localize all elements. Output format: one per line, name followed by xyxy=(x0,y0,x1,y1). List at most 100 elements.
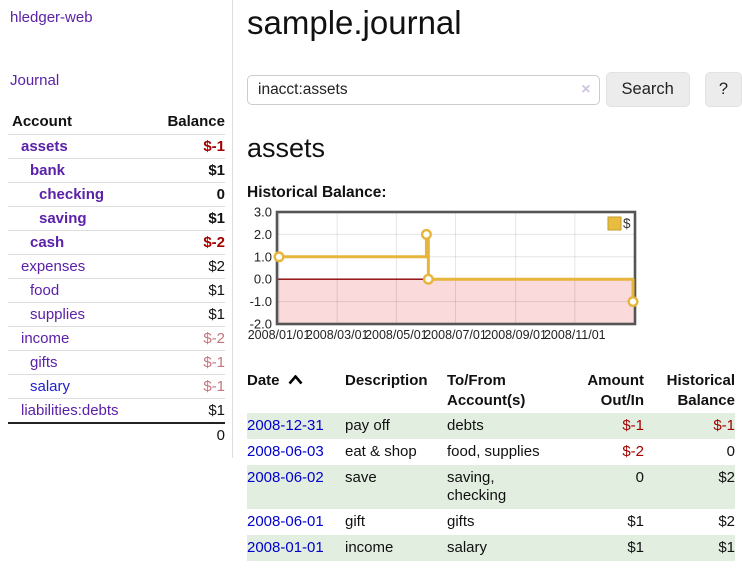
column-label-line2: Balance xyxy=(677,392,735,409)
account-link-food[interactable]: food xyxy=(30,282,60,299)
search-input[interactable] xyxy=(247,74,600,105)
account-link-assets[interactable]: assets xyxy=(21,138,68,155)
transaction-date-link[interactable]: 2008-12-31 xyxy=(247,417,324,434)
register-amount: $1 xyxy=(627,539,644,556)
svg-text:2.0: 2.0 xyxy=(254,227,272,242)
account-link-liabilities-debts[interactable]: liabilities:debts xyxy=(21,402,119,419)
clear-search-icon[interactable]: × xyxy=(581,80,591,98)
register-balance: $2 xyxy=(718,513,735,530)
register-row: 2008-01-01 income salary $1 $1 xyxy=(247,535,735,561)
account-row: income $-2 xyxy=(8,326,225,351)
account-balance: $-2 xyxy=(147,326,225,351)
account-link-checking[interactable]: checking xyxy=(39,186,105,203)
svg-text:-1.0: -1.0 xyxy=(250,294,272,309)
search-box: × xyxy=(247,74,600,105)
account-row: checking 0 xyxy=(8,182,225,207)
accounts-total-row: 0 xyxy=(8,422,225,447)
account-balance: $2 xyxy=(147,254,225,279)
account-balance: $-1 xyxy=(147,350,225,375)
register-balance: $2 xyxy=(718,469,735,486)
account-balance: $1 xyxy=(147,206,225,231)
account-row: liabilities:debts $1 xyxy=(8,398,225,423)
account-link-expenses[interactable]: expenses xyxy=(21,258,86,275)
register-description: income xyxy=(345,539,394,556)
transaction-date-link[interactable]: 2008-06-02 xyxy=(247,469,324,486)
accounts-header-row: Account Balance xyxy=(8,110,225,135)
account-heading: assets xyxy=(247,133,326,163)
svg-text:2008/09/01: 2008/09/01 xyxy=(484,328,547,342)
account-link-saving[interactable]: saving xyxy=(39,210,87,227)
account-balance: 0 xyxy=(147,182,225,207)
account-link-gifts[interactable]: gifts xyxy=(30,354,58,371)
account-link-bank[interactable]: bank xyxy=(30,162,66,179)
column-label: Historical xyxy=(666,372,735,389)
register-column-balance: Historical Balance xyxy=(644,369,735,413)
accounts-table: Account Balance assets $-1 bank $1 checking 0… xyxy=(8,110,225,447)
account-row: salary $-1 xyxy=(8,374,225,399)
register-date-cell: 2008-06-02 xyxy=(247,465,345,509)
svg-text:3.0: 3.0 xyxy=(254,205,272,220)
column-label: Amount xyxy=(587,372,644,389)
account-link-income[interactable]: income xyxy=(21,330,70,347)
search-button[interactable]: Search xyxy=(605,72,690,107)
register-row: 2008-12-31 pay off debts $-1 $-1 xyxy=(247,413,735,439)
help-button[interactable]: ? xyxy=(704,72,742,107)
sort-ascending-icon xyxy=(288,374,303,385)
brand-link[interactable]: hledger-web xyxy=(10,9,93,26)
register-date-cell: 2008-06-01 xyxy=(247,509,345,535)
register-date-cell: 2008-01-01 xyxy=(247,535,345,561)
account-column-header: Account xyxy=(12,113,72,130)
register-balance: $1 xyxy=(718,539,735,556)
transaction-date-link[interactable]: 2008-01-01 xyxy=(247,539,324,556)
account-balance: $1 xyxy=(147,302,225,327)
account-row: food $1 xyxy=(8,278,225,303)
svg-text:2008/07/01: 2008/07/01 xyxy=(424,328,487,342)
register-accounts: salary xyxy=(447,539,488,556)
register-amount: 0 xyxy=(635,469,644,486)
account-link-supplies[interactable]: supplies xyxy=(30,306,86,323)
main-content: sample.journal × Search ? assets Histori… xyxy=(247,0,742,561)
register-table: Date Description To/From Account(s) Amount O… xyxy=(247,369,735,561)
register-amount: $-2 xyxy=(622,443,644,460)
account-balance: $1 xyxy=(147,158,225,183)
register-accounts: gifts xyxy=(447,513,475,530)
register-balance: 0 xyxy=(726,443,735,460)
svg-text:1.0: 1.0 xyxy=(254,249,272,264)
register-column-accounts: To/From Account(s) xyxy=(447,369,555,413)
column-label: Description xyxy=(345,372,428,389)
register-row: 2008-06-03 eat & shop food, supplies $-2 0 xyxy=(247,439,735,465)
account-row: expenses $2 xyxy=(8,254,225,279)
register-column-description: Description xyxy=(345,369,447,413)
chart-svg: 3.0 2.0 1.0 0.0 -1.0 -2.02008/01/012008/03/01… xyxy=(248,205,639,342)
register-row: 2008-06-01 gift gifts $1 $2 xyxy=(247,509,735,535)
register-accounts: saving, checking xyxy=(447,469,507,504)
svg-text:2008/11/01: 2008/11/01 xyxy=(544,328,606,342)
transaction-date-link[interactable]: 2008-06-03 xyxy=(247,443,324,460)
transaction-date-link[interactable]: 2008-06-01 xyxy=(247,513,324,530)
sidebar-item-journal[interactable]: Journal xyxy=(10,72,60,89)
account-balance: $1 xyxy=(147,278,225,303)
register-row: 2008-06-02 save saving, checking 0 $2 xyxy=(247,465,735,509)
account-row: bank $1 xyxy=(8,158,225,183)
historical-balance-chart: 3.0 2.0 1.0 0.0 -1.0 -2.0 2008/01/01 2008/03/01… xyxy=(245,202,742,355)
register-description: gift xyxy=(345,513,366,530)
search-bar: × Search ? xyxy=(247,72,742,107)
account-link-salary[interactable]: salary xyxy=(30,378,71,395)
register-accounts: debts xyxy=(447,417,484,434)
sidebar: hledger-web Journal Account Balance asse… xyxy=(0,0,233,458)
register-date-cell: 2008-06-03 xyxy=(247,439,345,465)
svg-text:2008/01/01: 2008/01/01 xyxy=(248,328,311,342)
chart-title: Historical Balance: xyxy=(247,184,387,201)
account-balance: $-1 xyxy=(147,134,225,159)
register-balance: $-1 xyxy=(713,417,735,434)
column-label-line2: Account(s) xyxy=(447,392,526,409)
register-amount: $1 xyxy=(627,513,644,530)
account-link-cash[interactable]: cash xyxy=(30,234,65,251)
register-amount: $-1 xyxy=(622,417,644,434)
register-description: save xyxy=(345,469,377,486)
account-balance: $-2 xyxy=(147,230,225,255)
register-column-date[interactable]: Date xyxy=(247,369,345,413)
balance-column-header: Balance xyxy=(167,113,225,130)
account-row: cash $-2 xyxy=(8,230,225,255)
account-balance: $1 xyxy=(147,398,225,423)
